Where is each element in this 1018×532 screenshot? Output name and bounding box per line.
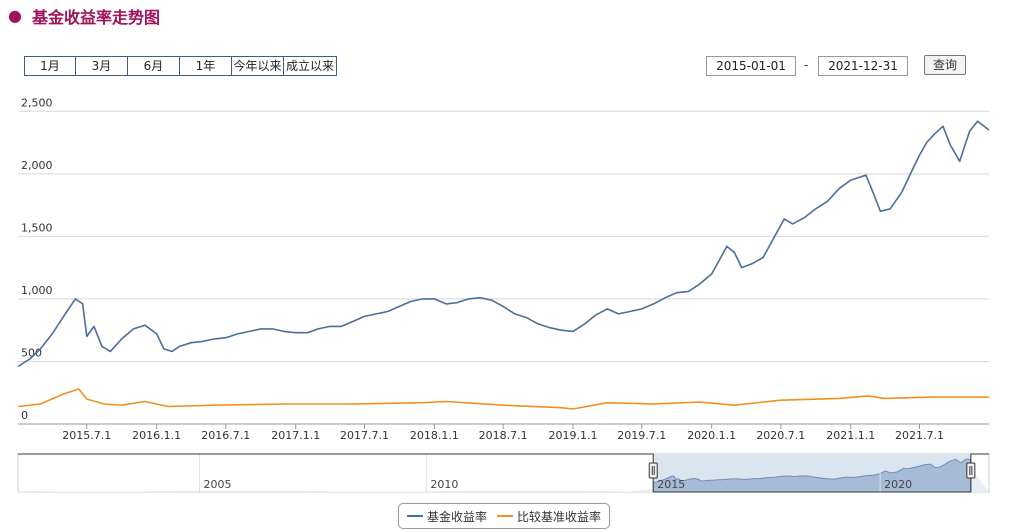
range-button-6m[interactable]: 6月	[128, 57, 180, 75]
date-separator: -	[804, 58, 809, 72]
x-tick-label: 2021.7.1	[895, 429, 944, 442]
y-tick-label: 500	[21, 346, 42, 359]
range-button-1m[interactable]: 1月	[25, 57, 76, 75]
title-bullet-icon: ●	[8, 6, 22, 25]
chart-legend: 基金收益率 比较基准收益率	[398, 503, 610, 529]
x-tick-label: 2016.1.1	[132, 429, 181, 442]
x-tick-label: 2020.7.1	[756, 429, 805, 442]
y-tick-label: 2,000	[21, 159, 53, 172]
range-button-since-inception[interactable]: 成立以来	[284, 57, 336, 75]
legend-swatch-benchmark	[497, 515, 513, 517]
end-date-input[interactable]	[818, 56, 908, 76]
navigator-year-label: 2010	[430, 478, 458, 491]
range-button-ytd[interactable]: 今年以来	[232, 57, 284, 75]
x-tick-label: 2017.7.1	[340, 429, 389, 442]
navigator-year-label: 2005	[203, 478, 231, 491]
navigator-year-label: 2020	[884, 478, 912, 491]
x-tick-label: 2019.1.1	[549, 429, 598, 442]
navigator-handle-right[interactable]	[966, 462, 976, 479]
legend-item-benchmark[interactable]: 比较基准收益率	[497, 508, 601, 525]
navigator-handle-left[interactable]	[648, 462, 658, 479]
x-tick-label: 2021.1.1	[826, 429, 875, 442]
legend-label-benchmark: 比较基准收益率	[517, 509, 602, 524]
navigator-outline	[18, 453, 989, 493]
y-tick-label: 1,000	[21, 284, 53, 297]
start-date-input[interactable]	[706, 56, 796, 76]
x-tick-label: 2016.7.1	[201, 429, 250, 442]
y-tick-label: 2,500	[21, 96, 53, 109]
range-button-1y[interactable]: 1年	[180, 57, 232, 75]
fund-return-chart: 0 500 1,000 1,500 2,000 2,500 2015.7.1 2016.1.1…	[17, 96, 990, 493]
x-tick-label: 2018.1.1	[410, 429, 459, 442]
x-tick-label: 2019.7.1	[617, 429, 666, 442]
x-tick-label: 2017.1.1	[271, 429, 320, 442]
navigator-series-area	[652, 458, 972, 493]
y-tick-label: 1,500	[21, 221, 53, 234]
chart-title: ● 基金收益率走势图	[8, 4, 160, 28]
legend-label-fund: 基金收益率	[426, 509, 487, 524]
query-button[interactable]: 查询	[924, 55, 966, 75]
fund-return-line	[17, 120, 990, 368]
x-tick-label: 2015.7.1	[62, 429, 111, 442]
y-tick-label: 0	[21, 409, 28, 422]
x-tick-label: 2018.7.1	[479, 429, 528, 442]
legend-item-fund[interactable]: 基金收益率	[406, 508, 487, 525]
range-button-3m[interactable]: 3月	[76, 57, 128, 75]
navigator-year-label: 2015	[657, 478, 685, 491]
range-selector: 1月 3月 6月 1年 今年以来 成立以来	[24, 56, 337, 76]
page-title: 基金收益率走势图	[31, 8, 160, 27]
x-tick-label: 2020.1.1	[687, 429, 736, 442]
benchmark-return-line	[17, 388, 989, 410]
legend-swatch-fund	[406, 515, 423, 517]
